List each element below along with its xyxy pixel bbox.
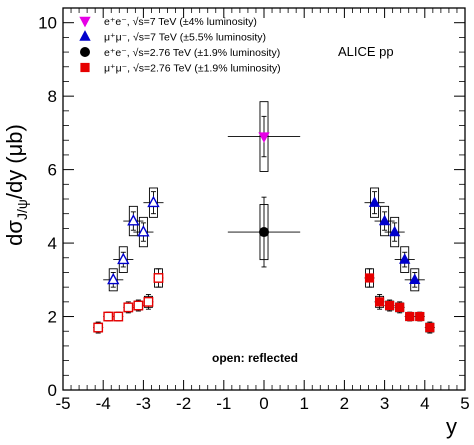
x-tick-label: -1: [216, 394, 231, 413]
data-point: [415, 311, 425, 322]
data-point: [368, 196, 381, 207]
legend-marker: [79, 16, 91, 28]
data-point: [364, 273, 375, 283]
x-tick-label: -3: [136, 394, 151, 413]
x-tick-label: -5: [55, 394, 70, 413]
data-point: [409, 273, 421, 285]
data-point: [374, 297, 385, 307]
data-point-reflected: [123, 302, 134, 313]
y-axis-title-main-b: /dy (μb): [2, 124, 27, 199]
legend-label: μ⁺μ⁻, √s=2.76 TeV (±1.9% luminosity): [104, 63, 281, 75]
legend-label: e⁺e⁻, √s=7 TeV (±4% luminosity): [104, 16, 257, 28]
x-tick-label: 0: [259, 394, 268, 413]
svg-text:dσJ/ψ/dy (μb): dσJ/ψ/dy (μb): [2, 124, 30, 246]
x-tick-label: 5: [460, 394, 469, 413]
data-point: [378, 214, 391, 226]
y-tick-label: 0: [48, 381, 57, 400]
y-axis-title-main-a: dσ: [2, 220, 27, 246]
legend-label: e⁺e⁻, √s=2.76 TeV (±1.9% luminosity): [104, 47, 280, 59]
legend: e⁺e⁻, √s=7 TeV (±4% luminosity) μ⁺μ⁻, √s=…: [79, 16, 281, 75]
data-point: [425, 322, 435, 333]
data-point-reflected: [93, 322, 104, 333]
data-point-reflected: [107, 272, 120, 285]
annotation-alice-pp: ALICE pp: [338, 44, 394, 59]
x-tick-label: 4: [420, 394, 429, 413]
data-point: [395, 302, 405, 312]
annotation-open-reflected: open: reflected: [212, 351, 298, 365]
data-point-reflected: [103, 311, 114, 322]
data-point-reflected: [147, 195, 160, 208]
x-tick-label: 3: [380, 394, 389, 413]
data-point-reflected: [113, 311, 124, 322]
y-tick-label: 8: [48, 87, 57, 106]
x-tick-label: -2: [176, 394, 191, 413]
data-point-reflected: [117, 252, 130, 265]
data-point: [385, 300, 395, 311]
data-markers: [93, 132, 435, 333]
y-tick-label: 2: [48, 308, 57, 327]
x-tick-label: 1: [299, 394, 308, 413]
data-point: [405, 311, 415, 322]
data-point: [258, 227, 269, 238]
y-tick-label: 10: [38, 14, 57, 33]
x-tick-label: 2: [340, 394, 349, 413]
data-point-reflected: [137, 225, 150, 237]
data-point-reflected: [153, 273, 164, 283]
legend-marker: [80, 62, 90, 73]
data-point: [399, 253, 411, 264]
data-point: [388, 225, 401, 237]
legend-marker: [80, 47, 91, 58]
legend-label: μ⁺μ⁻, √s=7 TeV (±5.5% luminosity): [104, 32, 266, 44]
data-point-reflected: [143, 296, 154, 307]
legend-marker: [79, 30, 91, 41]
x-tick-label: -4: [96, 394, 111, 413]
data-point: [258, 132, 270, 143]
tick-labels: -5 -4 -3 -2 -1 0 1 2 3 4 5 0 2 4 6 8 10: [38, 14, 470, 413]
x-axis-title: y: [446, 414, 457, 439]
data-point-reflected: [127, 214, 140, 226]
data-point-reflected: [133, 300, 144, 311]
y-axis-title: dσJ/ψ/dy (μb): [2, 124, 30, 246]
y-tick-label: 4: [48, 234, 57, 253]
y-tick-label: 6: [48, 161, 57, 180]
y-axis-title-sub: J/ψ: [14, 199, 30, 220]
axes: [62, 7, 466, 391]
